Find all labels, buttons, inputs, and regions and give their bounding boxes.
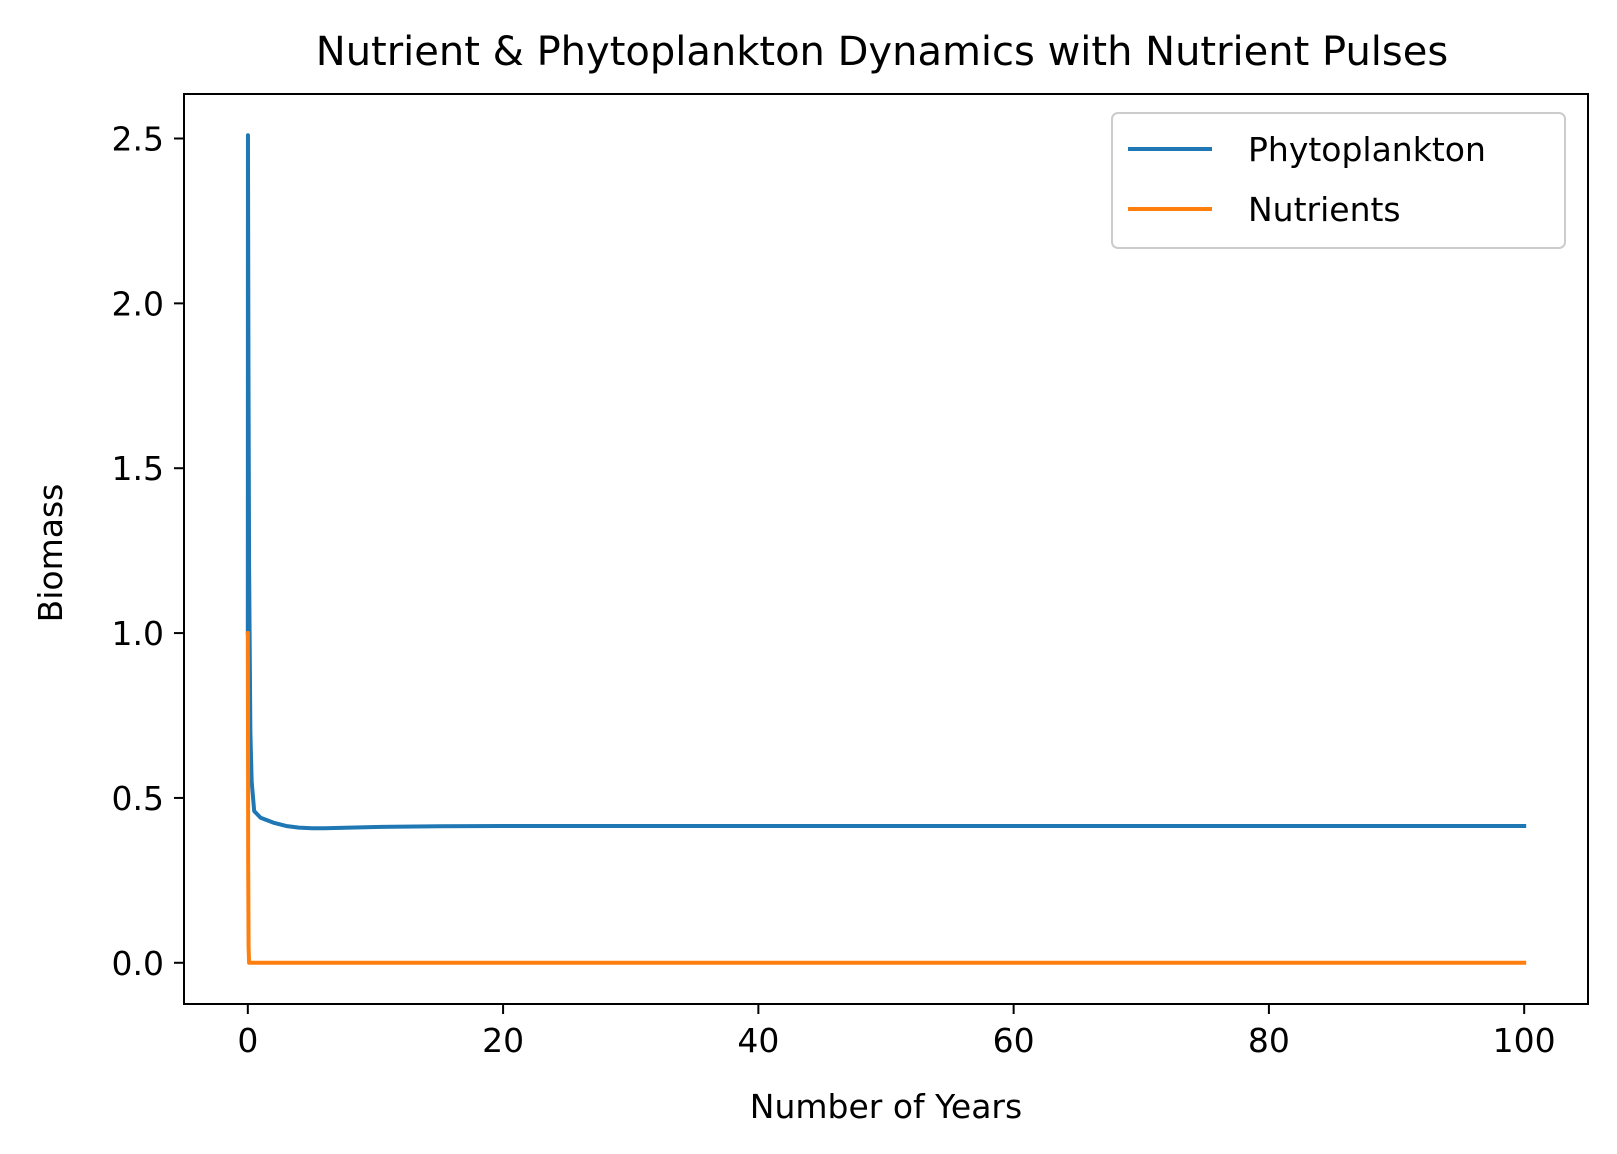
x-tick-label: 80 <box>1248 1021 1290 1060</box>
x-axis-title: Number of Years <box>750 1087 1022 1126</box>
x-axis-ticks: 0 20 40 60 80 100 <box>237 1004 1556 1060</box>
legend-label-nutrients: Nutrients <box>1248 190 1401 229</box>
x-tick-label: 20 <box>482 1021 524 1060</box>
x-tick-label: 40 <box>737 1021 779 1060</box>
x-tick-label: 0 <box>237 1021 258 1060</box>
legend-box <box>1111 112 1566 249</box>
y-tick-label: 0.5 <box>112 779 164 818</box>
chart-title: Nutrient & Phytoplankton Dynamics with N… <box>316 29 1448 75</box>
y-tick-label: 2.5 <box>112 120 164 159</box>
legend-label-phytoplankton: Phytoplankton <box>1248 130 1486 169</box>
y-tick-label: 0.0 <box>112 944 164 983</box>
y-axis-ticks: 0.0 0.5 1.0 1.5 2.0 2.5 <box>112 120 184 983</box>
y-tick-label: 2.0 <box>112 284 164 323</box>
x-tick-label: 60 <box>993 1021 1035 1060</box>
series-layer <box>245 133 1527 965</box>
y-tick-label: 1.5 <box>112 449 164 488</box>
series-line-phytoplankton <box>245 133 1527 831</box>
legend: Phytoplankton Nutrients <box>1111 112 1566 249</box>
series-line-nutrients <box>245 631 1527 965</box>
x-tick-label: 100 <box>1493 1021 1556 1060</box>
y-tick-label: 1.0 <box>112 614 164 653</box>
plot-area-frame <box>183 93 1589 1005</box>
y-axis-title: Biomass <box>31 484 70 623</box>
